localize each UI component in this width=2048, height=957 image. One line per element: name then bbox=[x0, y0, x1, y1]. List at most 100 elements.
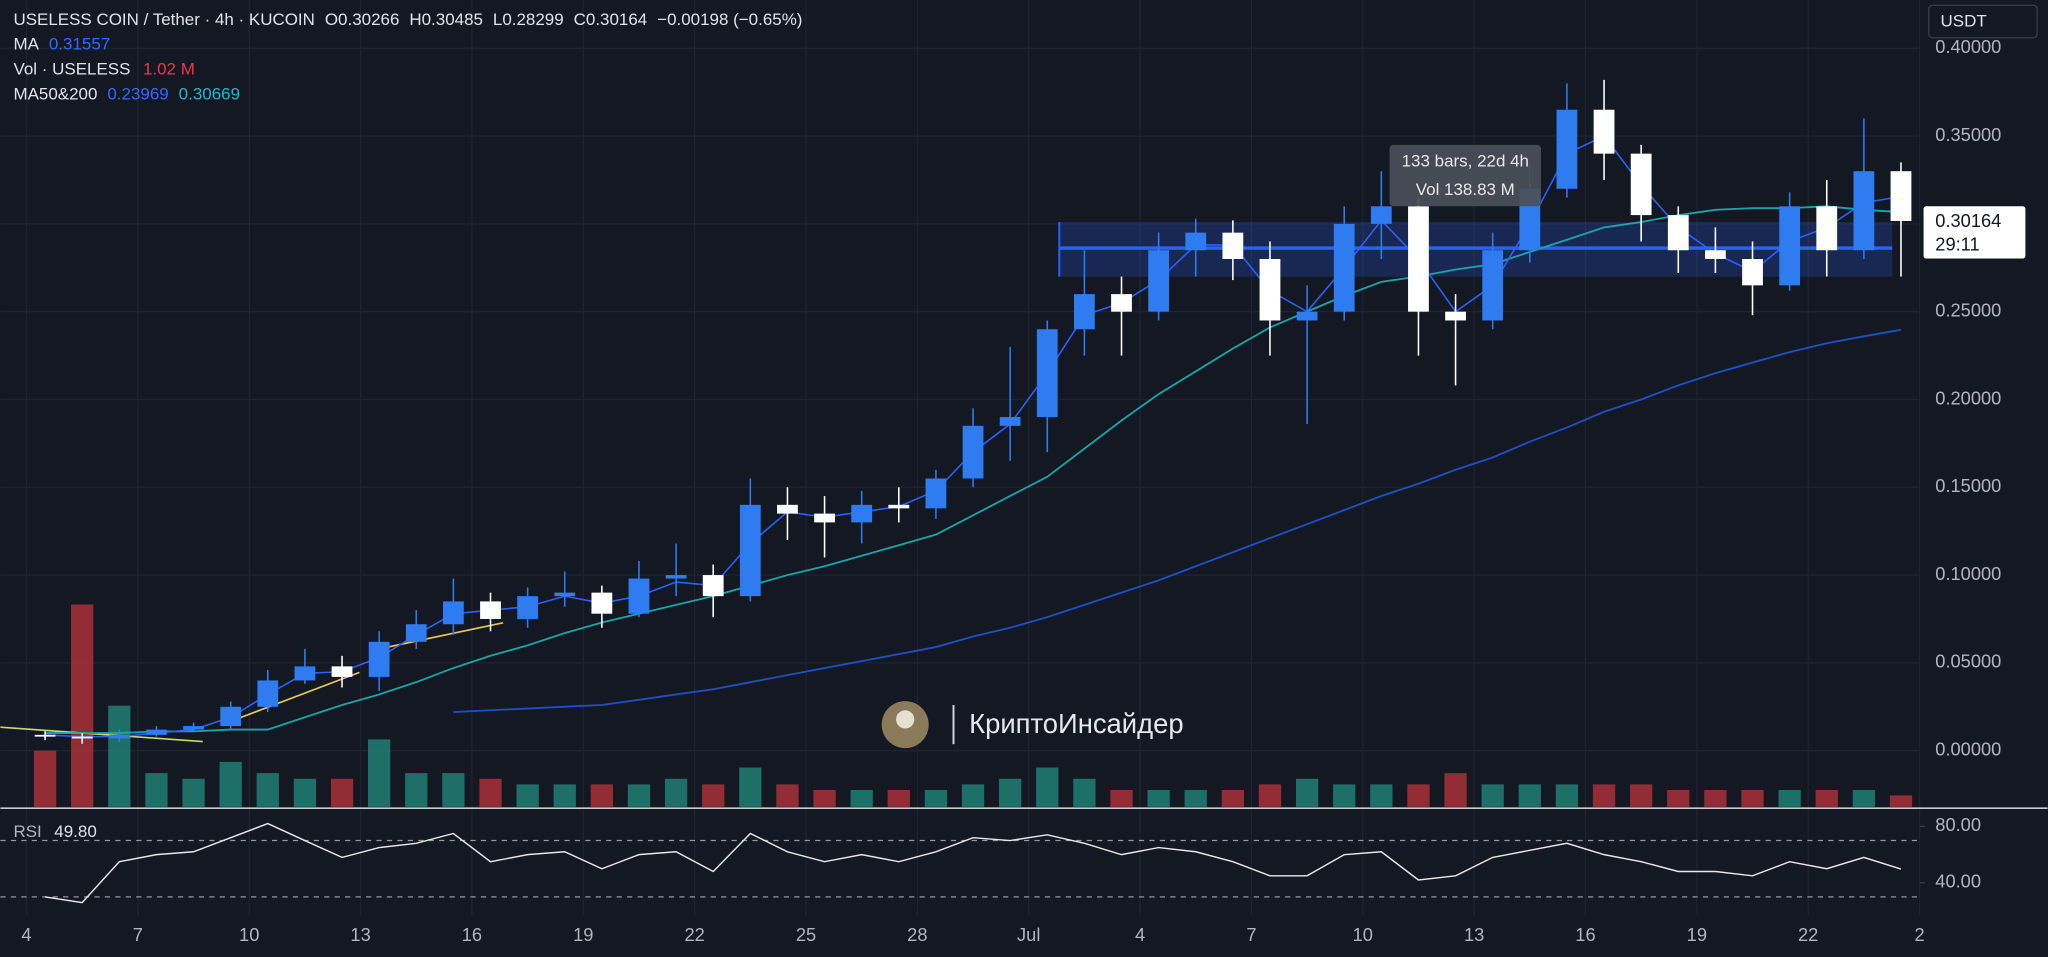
candle-body bbox=[591, 592, 613, 614]
ohlc-value: 0.30485 bbox=[422, 10, 483, 29]
candle-body bbox=[777, 504, 798, 514]
volume-bar bbox=[368, 739, 391, 807]
volume-bar bbox=[1073, 778, 1096, 807]
ohlc-key: O bbox=[325, 10, 338, 29]
ohlc-value: 0.28299 bbox=[502, 10, 563, 29]
candle-body bbox=[183, 726, 204, 730]
candle-body bbox=[628, 578, 650, 614]
candle-body bbox=[517, 596, 539, 619]
candle-body bbox=[71, 736, 93, 739]
candle-body bbox=[294, 666, 316, 681]
candle-body bbox=[851, 504, 873, 523]
indicator-name: MA50&200 bbox=[13, 85, 97, 104]
x-tick-label: 22 bbox=[1798, 924, 1818, 945]
volume-pane bbox=[33, 604, 1913, 807]
last-price: 0.30164 bbox=[1935, 210, 2001, 231]
volume-bar bbox=[1444, 773, 1467, 807]
ohlc-key: L bbox=[493, 10, 502, 29]
volume-bar bbox=[553, 784, 576, 807]
volume-bar bbox=[516, 784, 539, 807]
volume-bar bbox=[1036, 767, 1059, 807]
change: −0.00198 (−0.65%) bbox=[657, 10, 802, 29]
candle-body bbox=[1816, 206, 1838, 251]
volume-bar bbox=[664, 778, 688, 807]
y-tick-label: 0.05000 bbox=[1935, 651, 2001, 672]
grid bbox=[0, 0, 1921, 916]
volume-bar bbox=[702, 784, 725, 807]
volume-bar bbox=[1110, 789, 1133, 807]
candle-body bbox=[925, 478, 947, 509]
y-tick-label: 0.35000 bbox=[1935, 124, 2001, 145]
volume-bar bbox=[627, 784, 651, 807]
volume-bar bbox=[999, 778, 1022, 807]
volume-bar bbox=[405, 773, 428, 807]
y-tick-label: 0.10000 bbox=[1935, 563, 2001, 584]
candle-body bbox=[962, 425, 984, 479]
candle-body bbox=[1593, 109, 1615, 154]
indicator-value: 49.80 bbox=[54, 822, 96, 841]
volume-bar bbox=[442, 773, 465, 807]
candle-body bbox=[1073, 294, 1095, 330]
legend-row: USELESS COIN / Tether · 4h · KUCOIN O0.3… bbox=[13, 10, 802, 29]
x-tick-label: 28 bbox=[907, 924, 927, 945]
x-tick-label: 4 bbox=[21, 924, 31, 945]
x-tick-label: 16 bbox=[462, 924, 482, 945]
candle-body bbox=[1148, 250, 1170, 312]
indicator-value: 0.23969 bbox=[107, 85, 168, 104]
indicator-value: 0.31557 bbox=[49, 35, 110, 54]
y-tick-label: 0.25000 bbox=[1935, 300, 2001, 321]
legend-row: MA50&200 0.23969 0.30669 bbox=[13, 85, 240, 104]
y-tick-label: 0.40000 bbox=[1935, 36, 2001, 57]
candle-body bbox=[1408, 206, 1429, 312]
x-tick-label: 16 bbox=[1575, 924, 1595, 945]
indicator-value: 0.30669 bbox=[179, 85, 240, 104]
volume-bar bbox=[1481, 784, 1504, 807]
volume-bar bbox=[182, 778, 205, 807]
x-tick-label: 10 bbox=[1353, 924, 1373, 945]
candle-body bbox=[1853, 171, 1875, 251]
volume-bar bbox=[1184, 789, 1207, 807]
trend-line bbox=[0, 726, 203, 743]
watermark-logo bbox=[896, 710, 915, 729]
indicator-line bbox=[453, 328, 1902, 713]
candle-body bbox=[108, 734, 130, 739]
x-tick-label: 25 bbox=[796, 924, 816, 945]
volume-bar bbox=[33, 750, 57, 807]
volume-bar bbox=[813, 789, 836, 807]
candle-body bbox=[368, 641, 390, 677]
candle-body bbox=[1742, 259, 1763, 286]
indicator-line bbox=[45, 205, 1902, 735]
volume-bar bbox=[71, 604, 94, 807]
volume-bar bbox=[1741, 789, 1764, 807]
volume-bar bbox=[850, 789, 873, 807]
indicator-name: MA bbox=[13, 35, 39, 54]
candle-body bbox=[257, 680, 279, 707]
candle-body bbox=[554, 592, 576, 597]
volume-bar bbox=[1667, 789, 1690, 807]
volume-bar bbox=[739, 767, 762, 807]
y-tick-label: 0.00000 bbox=[1935, 738, 2001, 759]
candle-body bbox=[1779, 206, 1801, 286]
volume-bar bbox=[1518, 784, 1541, 807]
volume-bar bbox=[1407, 784, 1430, 807]
y-tick-label: 0.15000 bbox=[1935, 475, 2001, 496]
measure-tooltip bbox=[1389, 144, 1542, 207]
volume-bar bbox=[1333, 784, 1356, 807]
volume-bar bbox=[256, 773, 279, 807]
candle-body bbox=[1556, 109, 1578, 189]
measure-volume: Vol 138.83 M bbox=[1416, 180, 1515, 199]
candle-body bbox=[1890, 171, 1912, 222]
watermark: КриптоИнсайдер bbox=[881, 701, 1184, 749]
candle-body bbox=[405, 624, 427, 642]
ohlc-key: C bbox=[574, 10, 586, 29]
x-tick-label: 4 bbox=[1135, 924, 1145, 945]
candle-body bbox=[1333, 223, 1355, 312]
volume-bar bbox=[1370, 784, 1393, 807]
x-tick-label: 7 bbox=[1246, 924, 1256, 945]
candle-body bbox=[146, 729, 167, 735]
countdown: 29:11 bbox=[1935, 233, 1979, 254]
legend-row: RSI 49.80 bbox=[13, 822, 96, 841]
volume-bar bbox=[1258, 784, 1282, 807]
x-tick-label: 7 bbox=[133, 924, 143, 945]
